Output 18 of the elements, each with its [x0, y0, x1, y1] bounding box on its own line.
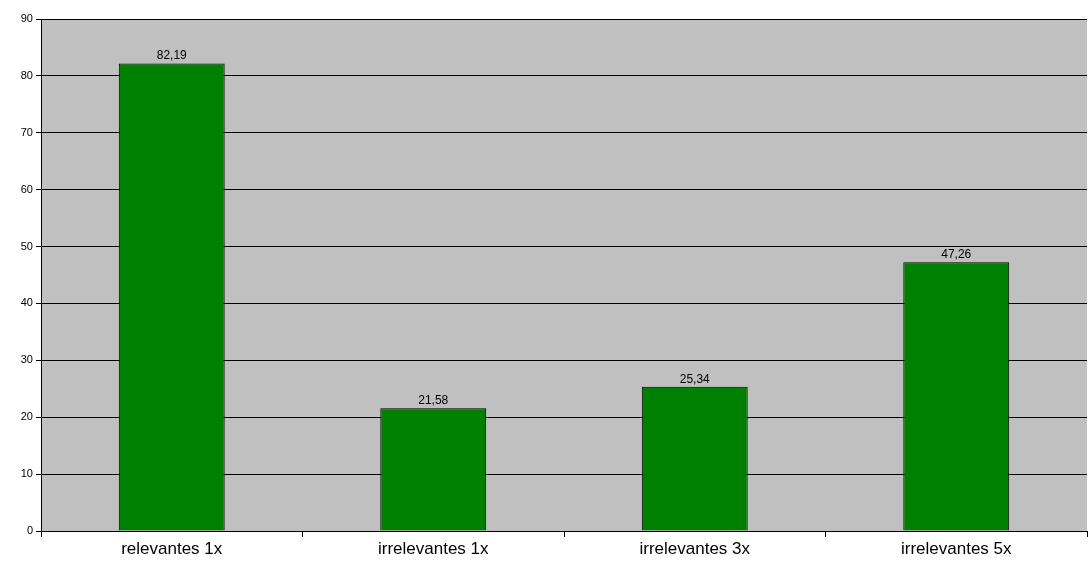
y-tick-label: 70	[20, 125, 33, 138]
y-tick-label: 60	[20, 182, 33, 195]
y-tick-label: 30	[20, 353, 33, 366]
data-label: 82,19	[156, 48, 188, 63]
y-tick-label: 40	[20, 296, 33, 309]
y-tick-label: 0	[26, 524, 33, 537]
y-tick-label: 80	[20, 68, 33, 81]
y-tick-label: 10	[20, 467, 33, 480]
x-tick-label: irrelevantes 3x	[639, 538, 751, 558]
data-label: 21,58	[418, 393, 449, 408]
y-tick-label: 50	[20, 239, 33, 252]
x-tick-label: relevantes 1x	[121, 538, 223, 558]
x-tick-label: irrelevantes 5x	[900, 538, 1013, 558]
data-label: 25,34	[679, 371, 711, 386]
y-tick-label: 90	[20, 12, 33, 25]
y-tick-label: 20	[20, 410, 33, 423]
x-tick-label: irrelevantes 1x	[377, 538, 490, 558]
data-label: 47,26	[941, 247, 972, 262]
